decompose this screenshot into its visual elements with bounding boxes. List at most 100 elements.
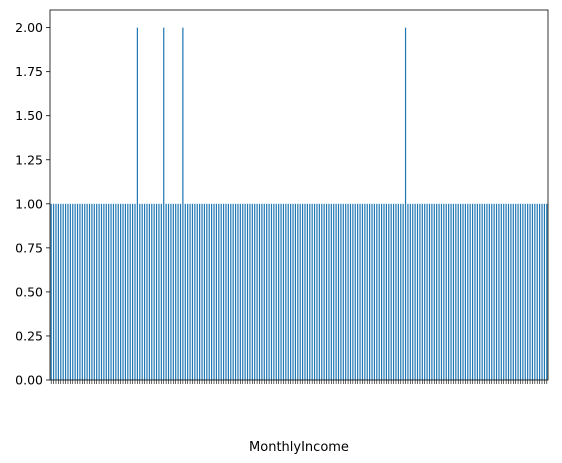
bar bbox=[237, 203, 239, 380]
bar bbox=[385, 203, 387, 380]
bar bbox=[55, 203, 57, 380]
bar bbox=[479, 203, 481, 380]
bar bbox=[464, 203, 466, 380]
bar bbox=[359, 203, 361, 380]
bar bbox=[488, 203, 490, 380]
bar bbox=[481, 203, 483, 380]
bar bbox=[486, 203, 488, 380]
bar bbox=[232, 203, 234, 380]
bar bbox=[404, 27, 407, 381]
bar bbox=[323, 203, 325, 380]
bar bbox=[431, 203, 433, 380]
x-axis bbox=[50, 380, 548, 384]
bar bbox=[342, 203, 344, 380]
bar bbox=[445, 203, 447, 380]
bar bbox=[230, 203, 232, 380]
bar bbox=[409, 203, 411, 380]
y-tick-label: 1.25 bbox=[15, 152, 43, 167]
bar bbox=[129, 203, 131, 380]
bar bbox=[220, 203, 222, 380]
bar bbox=[184, 203, 186, 380]
bar bbox=[172, 203, 174, 380]
bar bbox=[426, 203, 428, 380]
bar bbox=[512, 203, 514, 380]
bar bbox=[366, 203, 368, 380]
bar bbox=[151, 203, 153, 380]
bar bbox=[369, 203, 371, 380]
bar bbox=[419, 203, 421, 380]
bar bbox=[167, 203, 170, 380]
bar bbox=[234, 203, 237, 380]
bar bbox=[251, 203, 253, 380]
bar bbox=[76, 203, 79, 380]
bar bbox=[141, 203, 143, 380]
bar bbox=[330, 203, 332, 380]
bar bbox=[460, 203, 462, 380]
bar bbox=[134, 203, 136, 380]
bar bbox=[507, 203, 510, 380]
bar bbox=[206, 203, 208, 380]
bar bbox=[268, 203, 270, 380]
bar bbox=[64, 203, 67, 380]
bar bbox=[194, 203, 196, 380]
bar bbox=[88, 203, 91, 380]
bar bbox=[436, 203, 438, 380]
bar bbox=[143, 203, 146, 380]
bar bbox=[505, 203, 507, 380]
x-axis-label: MonthlyIncome bbox=[249, 440, 349, 455]
bars-group bbox=[50, 27, 548, 381]
y-tick-label: 2.00 bbox=[15, 20, 43, 35]
bar bbox=[158, 203, 160, 380]
bar bbox=[139, 203, 141, 380]
bar bbox=[467, 203, 469, 380]
bar bbox=[400, 203, 402, 380]
bar bbox=[498, 203, 500, 380]
bar bbox=[335, 203, 337, 380]
bar bbox=[62, 203, 64, 380]
y-tick-label: 1.00 bbox=[15, 196, 43, 211]
bar bbox=[175, 203, 177, 380]
bar bbox=[376, 203, 378, 380]
bar bbox=[179, 203, 182, 380]
bar bbox=[290, 203, 292, 380]
bar bbox=[266, 203, 268, 380]
bar bbox=[503, 203, 505, 380]
bar bbox=[416, 203, 419, 380]
bar bbox=[517, 203, 519, 380]
bar bbox=[84, 203, 86, 380]
bar bbox=[364, 203, 366, 380]
bar bbox=[213, 203, 215, 380]
bar bbox=[244, 203, 246, 380]
bar bbox=[225, 203, 227, 380]
bar bbox=[424, 203, 426, 380]
bar bbox=[541, 203, 543, 380]
bar bbox=[495, 203, 498, 380]
bar bbox=[457, 203, 459, 380]
bar bbox=[218, 203, 220, 380]
bar bbox=[98, 203, 100, 380]
bar bbox=[163, 27, 165, 381]
bar bbox=[345, 203, 347, 380]
bar bbox=[299, 203, 301, 380]
bar bbox=[148, 203, 150, 380]
y-tick-label: 0.50 bbox=[15, 284, 43, 299]
bar bbox=[261, 203, 263, 380]
bar bbox=[328, 203, 330, 380]
bar bbox=[316, 203, 318, 380]
y-tick-label: 1.75 bbox=[15, 64, 43, 79]
bar bbox=[483, 203, 486, 380]
bar bbox=[208, 203, 210, 380]
bar bbox=[325, 203, 328, 380]
bar bbox=[103, 203, 105, 380]
bar bbox=[536, 203, 538, 380]
bar bbox=[127, 203, 129, 380]
bar bbox=[153, 203, 155, 380]
bar bbox=[361, 203, 364, 380]
bar bbox=[311, 203, 313, 380]
bar bbox=[292, 203, 294, 380]
bar bbox=[381, 203, 383, 380]
y-tick-label: 0.25 bbox=[15, 328, 43, 343]
bar bbox=[450, 203, 452, 380]
bar bbox=[412, 203, 414, 380]
